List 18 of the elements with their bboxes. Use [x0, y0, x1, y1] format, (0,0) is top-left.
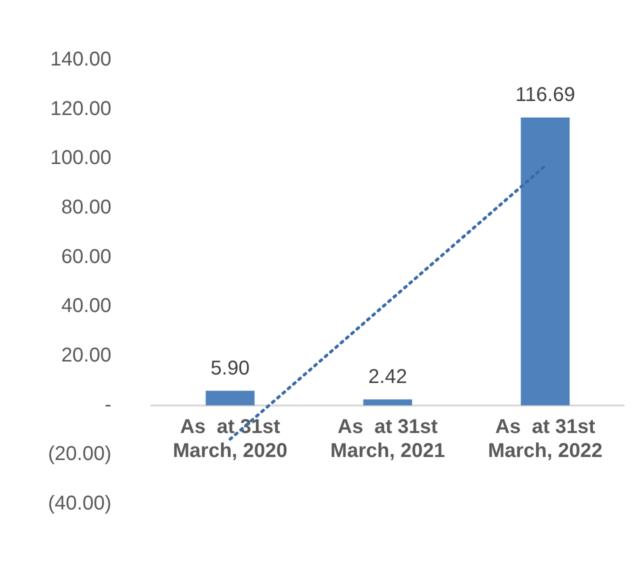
y-tick-label: (40.00) — [48, 492, 112, 515]
y-tick-label: 100.00 — [50, 147, 112, 170]
data-label: 5.90 — [210, 357, 250, 380]
y-tick-label: 140.00 — [50, 48, 112, 71]
data-label: 116.69 — [515, 84, 576, 106]
y-tick-label: 60.00 — [61, 246, 112, 268]
bar — [363, 399, 412, 406]
x-tick-label: As at 31st March, 2022 — [488, 416, 602, 462]
y-tick-label: - — [104, 394, 112, 416]
bar — [520, 118, 570, 406]
y-tick-label: 80.00 — [61, 196, 112, 219]
y-tick-label: (20.00) — [48, 443, 112, 466]
y-tick-label: 40.00 — [61, 295, 112, 318]
data-label: 2.42 — [368, 366, 408, 388]
bar — [206, 390, 255, 406]
y-tick-label: 120.00 — [50, 98, 112, 120]
y-tick-label: 20.00 — [61, 344, 112, 367]
x-tick-label: As at 31st March, 2021 — [330, 416, 445, 462]
